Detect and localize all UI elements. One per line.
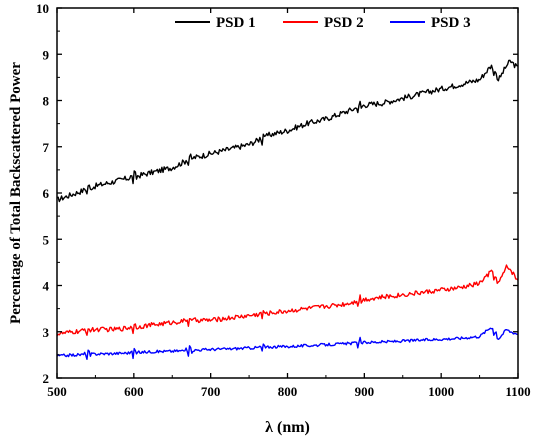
plot-frame <box>56 7 519 379</box>
x-tick-label: 900 <box>355 384 375 399</box>
legend-label-psd-1: PSD 1 <box>216 15 256 31</box>
x-tick-label: 1100 <box>505 384 530 399</box>
x-axis-title: λ (nm) <box>265 419 310 436</box>
x-tick-label: 600 <box>124 384 144 399</box>
y-tick-label: 9 <box>43 47 50 62</box>
y-tick-label: 2 <box>43 371 50 386</box>
series-line-psd-2 <box>56 264 519 337</box>
axis-layer: 500 600 700 800 900 1000 1100 2 3 4 5 6 7 8 9 10 <box>36 1 531 399</box>
y-tick-label: 4 <box>43 279 50 294</box>
x-tick-label: 700 <box>201 384 221 399</box>
x-tick-label: 500 <box>47 384 67 399</box>
x-tick-label: 1000 <box>428 384 454 399</box>
x-tick-label: 800 <box>278 384 298 399</box>
y-tick-label: 10 <box>36 1 49 16</box>
series-line-psd-3 <box>56 327 519 360</box>
y-tick-label: 5 <box>43 232 50 247</box>
legend: PSD 1 PSD 2 PSD 3 <box>175 15 471 31</box>
y-tick-label: 6 <box>43 186 50 201</box>
y-tick-label: 8 <box>43 94 50 109</box>
legend-label-psd-3: PSD 3 <box>431 15 471 31</box>
legend-label-psd-2: PSD 2 <box>324 15 364 31</box>
y-tick-label: 7 <box>43 140 50 155</box>
plot-layer <box>56 59 519 360</box>
y-tick-label: 3 <box>43 325 50 340</box>
y-axis-title: Percentage of Total Backscattered Power <box>8 62 24 324</box>
series-line-psd-1 <box>56 59 519 203</box>
